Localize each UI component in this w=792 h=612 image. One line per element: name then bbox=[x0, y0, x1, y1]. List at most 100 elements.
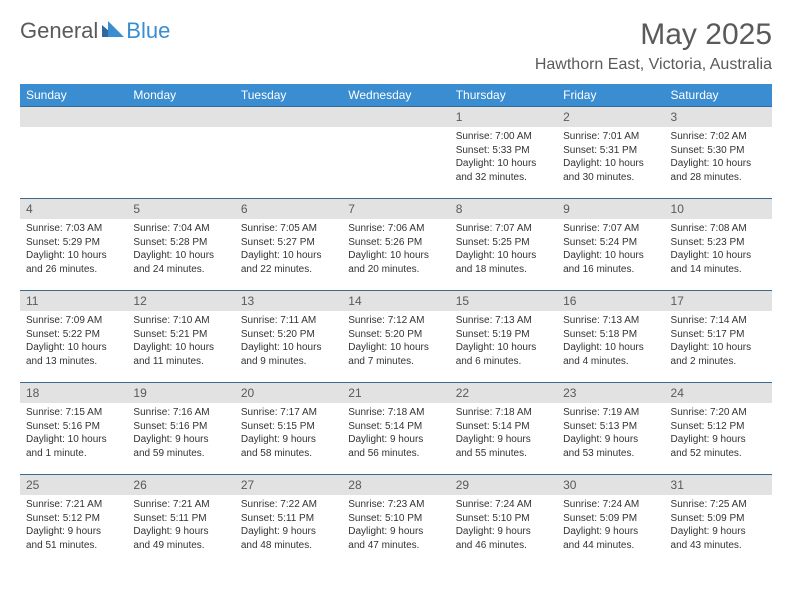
day-number: 21 bbox=[342, 383, 449, 403]
logo-text-blue: Blue bbox=[126, 18, 170, 44]
logo: General Blue bbox=[20, 18, 170, 44]
daylight-text: Daylight: 9 hours bbox=[26, 525, 121, 539]
sunrise-text: Sunrise: 7:15 AM bbox=[26, 406, 121, 420]
week-row: 25Sunrise: 7:21 AMSunset: 5:12 PMDayligh… bbox=[20, 475, 772, 567]
sunset-text: Sunset: 5:31 PM bbox=[563, 144, 658, 158]
week-row: 18Sunrise: 7:15 AMSunset: 5:16 PMDayligh… bbox=[20, 383, 772, 475]
daylight-text: and 53 minutes. bbox=[563, 447, 658, 461]
day-cell: 14Sunrise: 7:12 AMSunset: 5:20 PMDayligh… bbox=[342, 291, 449, 383]
daylight-text: Daylight: 9 hours bbox=[241, 525, 336, 539]
day-cell: 2 Sunrise: 7:01 AMSunset: 5:31 PMDaylight… bbox=[557, 107, 664, 199]
day-number: 8 bbox=[450, 199, 557, 219]
daylight-text: Daylight: 10 hours bbox=[563, 249, 658, 263]
daylight-text: Daylight: 9 hours bbox=[133, 433, 228, 447]
daylight-text: Daylight: 10 hours bbox=[563, 157, 658, 171]
sunrise-text: Sunrise: 7:24 AM bbox=[456, 498, 551, 512]
daylight-text: and 44 minutes. bbox=[563, 539, 658, 553]
sunset-text: Sunset: 5:29 PM bbox=[26, 236, 121, 250]
sunset-text: Sunset: 5:18 PM bbox=[563, 328, 658, 342]
sunset-text: Sunset: 5:11 PM bbox=[133, 512, 228, 526]
sunrise-text: Sunrise: 7:23 AM bbox=[348, 498, 443, 512]
day-number: 2 bbox=[557, 107, 664, 127]
daylight-text: and 14 minutes. bbox=[671, 263, 766, 277]
sunset-text: Sunset: 5:19 PM bbox=[456, 328, 551, 342]
daylight-text: Daylight: 9 hours bbox=[456, 525, 551, 539]
day-number: 30 bbox=[557, 475, 664, 495]
daylight-text: and 30 minutes. bbox=[563, 171, 658, 185]
day-cell: 11Sunrise: 7:09 AMSunset: 5:22 PMDayligh… bbox=[20, 291, 127, 383]
empty-day-band bbox=[342, 107, 449, 127]
daylight-text: and 55 minutes. bbox=[456, 447, 551, 461]
day-of-week-header: Tuesday bbox=[235, 84, 342, 107]
location-label: Hawthorn East, Victoria, Australia bbox=[535, 56, 772, 74]
week-row: 4Sunrise: 7:03 AMSunset: 5:29 PMDaylight… bbox=[20, 199, 772, 291]
daylight-text: and 22 minutes. bbox=[241, 263, 336, 277]
sunrise-text: Sunrise: 7:10 AM bbox=[133, 314, 228, 328]
day-number: 27 bbox=[235, 475, 342, 495]
daylight-text: Daylight: 9 hours bbox=[563, 433, 658, 447]
daylight-text: Daylight: 10 hours bbox=[456, 341, 551, 355]
sunset-text: Sunset: 5:26 PM bbox=[348, 236, 443, 250]
day-of-week-header: Monday bbox=[127, 84, 234, 107]
sunrise-text: Sunrise: 7:21 AM bbox=[26, 498, 121, 512]
day-of-week-header: Sunday bbox=[20, 84, 127, 107]
day-cell bbox=[20, 107, 127, 199]
day-cell: 3Sunrise: 7:02 AMSunset: 5:30 PMDaylight… bbox=[665, 107, 772, 199]
daylight-text: Daylight: 10 hours bbox=[133, 249, 228, 263]
day-number: 23 bbox=[557, 383, 664, 403]
sunrise-text: Sunrise: 7:16 AM bbox=[133, 406, 228, 420]
sunrise-text: Sunrise: 7:20 AM bbox=[671, 406, 766, 420]
sunrise-text: Sunrise: 7:01 AM bbox=[563, 130, 658, 144]
daylight-text: and 49 minutes. bbox=[133, 539, 228, 553]
empty-day-band bbox=[127, 107, 234, 127]
sunset-text: Sunset: 5:20 PM bbox=[348, 328, 443, 342]
daylight-text: and 16 minutes. bbox=[563, 263, 658, 277]
day-cell: 18Sunrise: 7:15 AMSunset: 5:16 PMDayligh… bbox=[20, 383, 127, 475]
day-cell: 5Sunrise: 7:04 AMSunset: 5:28 PMDaylight… bbox=[127, 199, 234, 291]
day-number: 11 bbox=[20, 291, 127, 311]
day-cell: 24Sunrise: 7:20 AMSunset: 5:12 PMDayligh… bbox=[665, 383, 772, 475]
sunrise-text: Sunrise: 7:18 AM bbox=[348, 406, 443, 420]
sunset-text: Sunset: 5:28 PM bbox=[133, 236, 228, 250]
sunset-text: Sunset: 5:27 PM bbox=[241, 236, 336, 250]
daylight-text: Daylight: 10 hours bbox=[456, 157, 551, 171]
sunset-text: Sunset: 5:14 PM bbox=[348, 420, 443, 434]
daylight-text: Daylight: 10 hours bbox=[26, 341, 121, 355]
day-number: 14 bbox=[342, 291, 449, 311]
daylight-text: and 1 minute. bbox=[26, 447, 121, 461]
sunrise-text: Sunrise: 7:13 AM bbox=[456, 314, 551, 328]
day-number: 1 bbox=[450, 107, 557, 127]
day-of-week-header: Wednesday bbox=[342, 84, 449, 107]
day-of-week-row: SundayMondayTuesdayWednesdayThursdayFrid… bbox=[20, 84, 772, 107]
sunrise-text: Sunrise: 7:08 AM bbox=[671, 222, 766, 236]
day-number: 12 bbox=[127, 291, 234, 311]
sunrise-text: Sunrise: 7:12 AM bbox=[348, 314, 443, 328]
sunset-text: Sunset: 5:15 PM bbox=[241, 420, 336, 434]
daylight-text: and 11 minutes. bbox=[133, 355, 228, 369]
sunset-text: Sunset: 5:10 PM bbox=[456, 512, 551, 526]
daylight-text: Daylight: 9 hours bbox=[348, 433, 443, 447]
day-number: 9 bbox=[557, 199, 664, 219]
daylight-text: Daylight: 10 hours bbox=[456, 249, 551, 263]
sunrise-text: Sunrise: 7:14 AM bbox=[671, 314, 766, 328]
sunrise-text: Sunrise: 7:03 AM bbox=[26, 222, 121, 236]
daylight-text: and 59 minutes. bbox=[133, 447, 228, 461]
daylight-text: and 47 minutes. bbox=[348, 539, 443, 553]
sunrise-text: Sunrise: 7:25 AM bbox=[671, 498, 766, 512]
daylight-text: Daylight: 10 hours bbox=[26, 249, 121, 263]
sunset-text: Sunset: 5:21 PM bbox=[133, 328, 228, 342]
sunset-text: Sunset: 5:30 PM bbox=[671, 144, 766, 158]
day-number: 20 bbox=[235, 383, 342, 403]
daylight-text: and 26 minutes. bbox=[26, 263, 121, 277]
daylight-text: Daylight: 10 hours bbox=[348, 249, 443, 263]
sunset-text: Sunset: 5:25 PM bbox=[456, 236, 551, 250]
calendar-table: SundayMondayTuesdayWednesdayThursdayFrid… bbox=[20, 84, 772, 567]
daylight-text: and 32 minutes. bbox=[456, 171, 551, 185]
daylight-text: and 4 minutes. bbox=[563, 355, 658, 369]
sunset-text: Sunset: 5:14 PM bbox=[456, 420, 551, 434]
daylight-text: and 58 minutes. bbox=[241, 447, 336, 461]
daylight-text: Daylight: 10 hours bbox=[133, 341, 228, 355]
header-right: May 2025 Hawthorn East, Victoria, Austra… bbox=[535, 18, 772, 74]
day-cell: 21 Sunrise: 7:18 AMSunset: 5:14 PMDayligh… bbox=[342, 383, 449, 475]
day-cell: 20Sunrise: 7:17 AMSunset: 5:15 PMDayligh… bbox=[235, 383, 342, 475]
